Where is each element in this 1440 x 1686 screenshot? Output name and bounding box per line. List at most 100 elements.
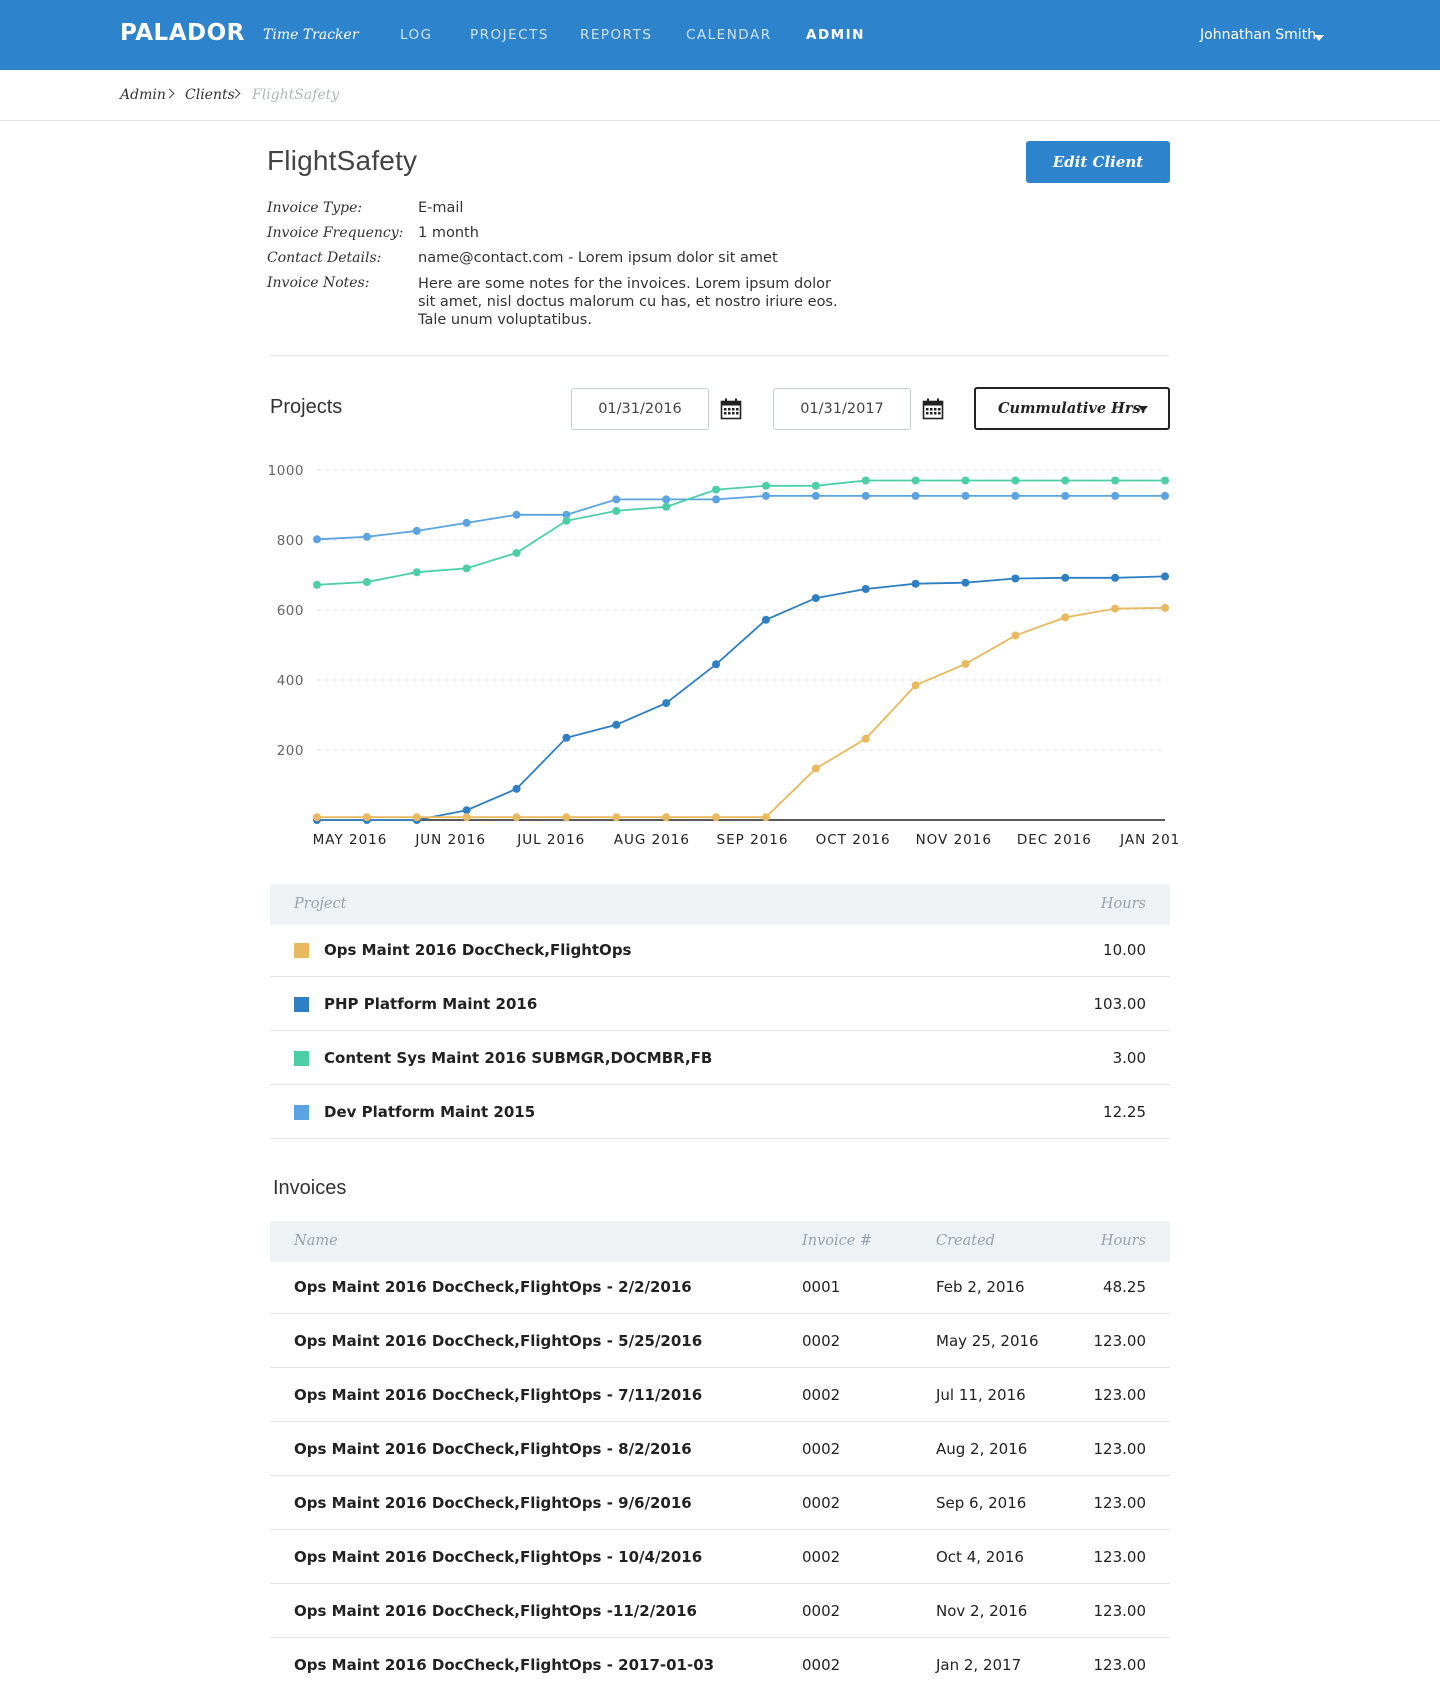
- x-tick-label: AUG 2016: [614, 832, 690, 848]
- invoice-type-label: Invoice Type:: [267, 200, 363, 216]
- nav-calendar[interactable]: CALENDAR: [686, 27, 772, 43]
- breadcrumb: [0, 70, 1440, 121]
- breadcrumb-clients[interactable]: Clients: [185, 87, 235, 103]
- projects-table-header: Project Hours: [270, 884, 1170, 925]
- data-point: [313, 813, 321, 822]
- data-point: [811, 491, 820, 500]
- invoice-row[interactable]: Ops Maint 2016 DocCheck,FlightOps - 2017…: [270, 1638, 1170, 1686]
- invoice-frequency-label: Invoice Frequency:: [267, 225, 404, 241]
- column-header-project[interactable]: Project: [294, 896, 347, 912]
- invoice-hours: 123.00: [1093, 1332, 1147, 1350]
- x-tick-label: MAY 2016: [313, 832, 388, 848]
- column-header-name[interactable]: Name: [294, 1233, 338, 1249]
- metric-select[interactable]: Cummulative Hrs.: [974, 387, 1170, 430]
- y-tick-label: 600: [277, 603, 304, 619]
- data-point: [1011, 631, 1020, 640]
- x-tick-label: OCT 2016: [816, 832, 891, 848]
- invoice-notes-label: Invoice Notes:: [267, 275, 370, 291]
- nav-reports[interactable]: REPORTS: [580, 27, 653, 43]
- data-point: [1061, 613, 1070, 622]
- invoice-name: Ops Maint 2016 DocCheck,FlightOps - 2/2/…: [294, 1278, 692, 1296]
- data-point: [612, 813, 621, 822]
- invoice-row[interactable]: Ops Maint 2016 DocCheck,FlightOps -11/2/…: [270, 1584, 1170, 1638]
- x-tick-label: JUL 2016: [516, 832, 585, 848]
- project-row[interactable]: PHP Platform Maint 2016 103.00: [270, 977, 1170, 1031]
- start-date-input[interactable]: 01/31/2016: [571, 388, 709, 430]
- invoice-created: Sep 6, 2016: [936, 1494, 1027, 1512]
- invoice-number: 0002: [802, 1332, 841, 1350]
- end-date-calendar-icon[interactable]: [922, 398, 944, 420]
- invoice-created: Jan 2, 2017: [936, 1656, 1022, 1674]
- data-point: [662, 502, 671, 511]
- data-point: [961, 659, 970, 668]
- invoice-type-value: E-mail: [418, 200, 464, 216]
- data-point: [861, 476, 870, 485]
- invoice-number: 0002: [802, 1548, 841, 1566]
- nav-projects[interactable]: PROJECTS: [470, 27, 549, 43]
- invoice-created: May 25, 2016: [936, 1332, 1039, 1350]
- invoice-hours: 123.00: [1093, 1494, 1147, 1512]
- invoice-name: Ops Maint 2016 DocCheck,FlightOps - 2017…: [294, 1656, 715, 1674]
- invoice-name: Ops Maint 2016 DocCheck,FlightOps - 8/2/…: [294, 1440, 692, 1458]
- column-header-invoice-number[interactable]: Invoice #: [802, 1233, 873, 1249]
- project-name: Content Sys Maint 2016 SUBMGR,DOCMBR,FB: [324, 1049, 713, 1067]
- invoice-number: 0002: [802, 1494, 841, 1512]
- project-row[interactable]: Dev Platform Maint 2015 12.25: [270, 1085, 1170, 1139]
- edit-client-button[interactable]: Edit Client: [1026, 141, 1170, 183]
- project-color-swatch: [294, 1051, 309, 1066]
- data-point: [1161, 603, 1169, 612]
- data-point: [911, 491, 920, 500]
- x-tick-label: JUN 2016: [414, 832, 486, 848]
- project-color-swatch: [294, 997, 309, 1012]
- invoice-row[interactable]: Ops Maint 2016 DocCheck,FlightOps - 9/6/…: [270, 1476, 1170, 1530]
- end-date-input[interactable]: 01/31/2017: [773, 388, 911, 430]
- data-point: [712, 495, 721, 504]
- y-tick-label: 1000: [268, 463, 304, 479]
- data-point: [612, 720, 621, 729]
- data-point: [1111, 476, 1120, 485]
- chevron-down-icon: [1138, 406, 1148, 412]
- data-point: [961, 491, 970, 500]
- invoice-row[interactable]: Ops Maint 2016 DocCheck,FlightOps - 2/2/…: [270, 1260, 1170, 1314]
- data-point: [512, 548, 521, 557]
- invoice-row[interactable]: Ops Maint 2016 DocCheck,FlightOps - 5/25…: [270, 1314, 1170, 1368]
- nav-admin[interactable]: ADMIN: [806, 27, 865, 43]
- column-header-hours[interactable]: Hours: [1100, 1233, 1146, 1249]
- breadcrumb-admin[interactable]: Admin: [120, 87, 166, 103]
- user-menu[interactable]: Johnathan Smith: [1200, 27, 1317, 43]
- data-point: [512, 784, 521, 793]
- project-hours: 10.00: [1103, 941, 1146, 959]
- column-header-hours[interactable]: Hours: [1100, 896, 1146, 912]
- project-row[interactable]: Content Sys Maint 2016 SUBMGR,DOCMBR,FB …: [270, 1031, 1170, 1085]
- invoice-row[interactable]: Ops Maint 2016 DocCheck,FlightOps - 8/2/…: [270, 1422, 1170, 1476]
- data-point: [1011, 476, 1020, 485]
- contact-details-value: name@contact.com - Lorem ipsum dolor sit…: [418, 250, 778, 266]
- invoice-created: Jul 11, 2016: [936, 1386, 1026, 1404]
- data-point: [612, 506, 621, 515]
- data-point: [562, 733, 571, 742]
- data-point: [861, 585, 870, 593]
- data-point: [712, 485, 721, 494]
- column-header-created[interactable]: Created: [936, 1233, 995, 1249]
- data-point: [712, 813, 721, 822]
- project-name: PHP Platform Maint 2016: [324, 995, 538, 1013]
- invoice-row[interactable]: Ops Maint 2016 DocCheck,FlightOps - 10/4…: [270, 1530, 1170, 1584]
- invoice-created: Feb 2, 2016: [936, 1278, 1025, 1296]
- invoice-row[interactable]: Ops Maint 2016 DocCheck,FlightOps - 7/11…: [270, 1368, 1170, 1422]
- data-point: [313, 580, 321, 589]
- data-point: [861, 491, 870, 500]
- data-point: [761, 813, 770, 822]
- data-point: [462, 813, 471, 822]
- project-row[interactable]: Ops Maint 2016 DocCheck,FlightOps 10.00: [270, 923, 1170, 977]
- series-line: [317, 575, 1166, 821]
- project-hours: 3.00: [1112, 1049, 1146, 1067]
- data-point: [1011, 491, 1020, 500]
- start-date-calendar-icon[interactable]: [720, 398, 742, 420]
- project-color-swatch: [294, 943, 309, 958]
- user-menu-chevron-down-icon[interactable]: [1314, 35, 1324, 41]
- nav-log[interactable]: LOG: [400, 27, 433, 43]
- breadcrumb-current: FlightSafety: [252, 87, 340, 103]
- palador-logo[interactable]: PALADOR: [120, 20, 245, 46]
- data-point: [362, 813, 371, 822]
- invoices-table-header: Name Invoice # Created Hours: [270, 1221, 1170, 1262]
